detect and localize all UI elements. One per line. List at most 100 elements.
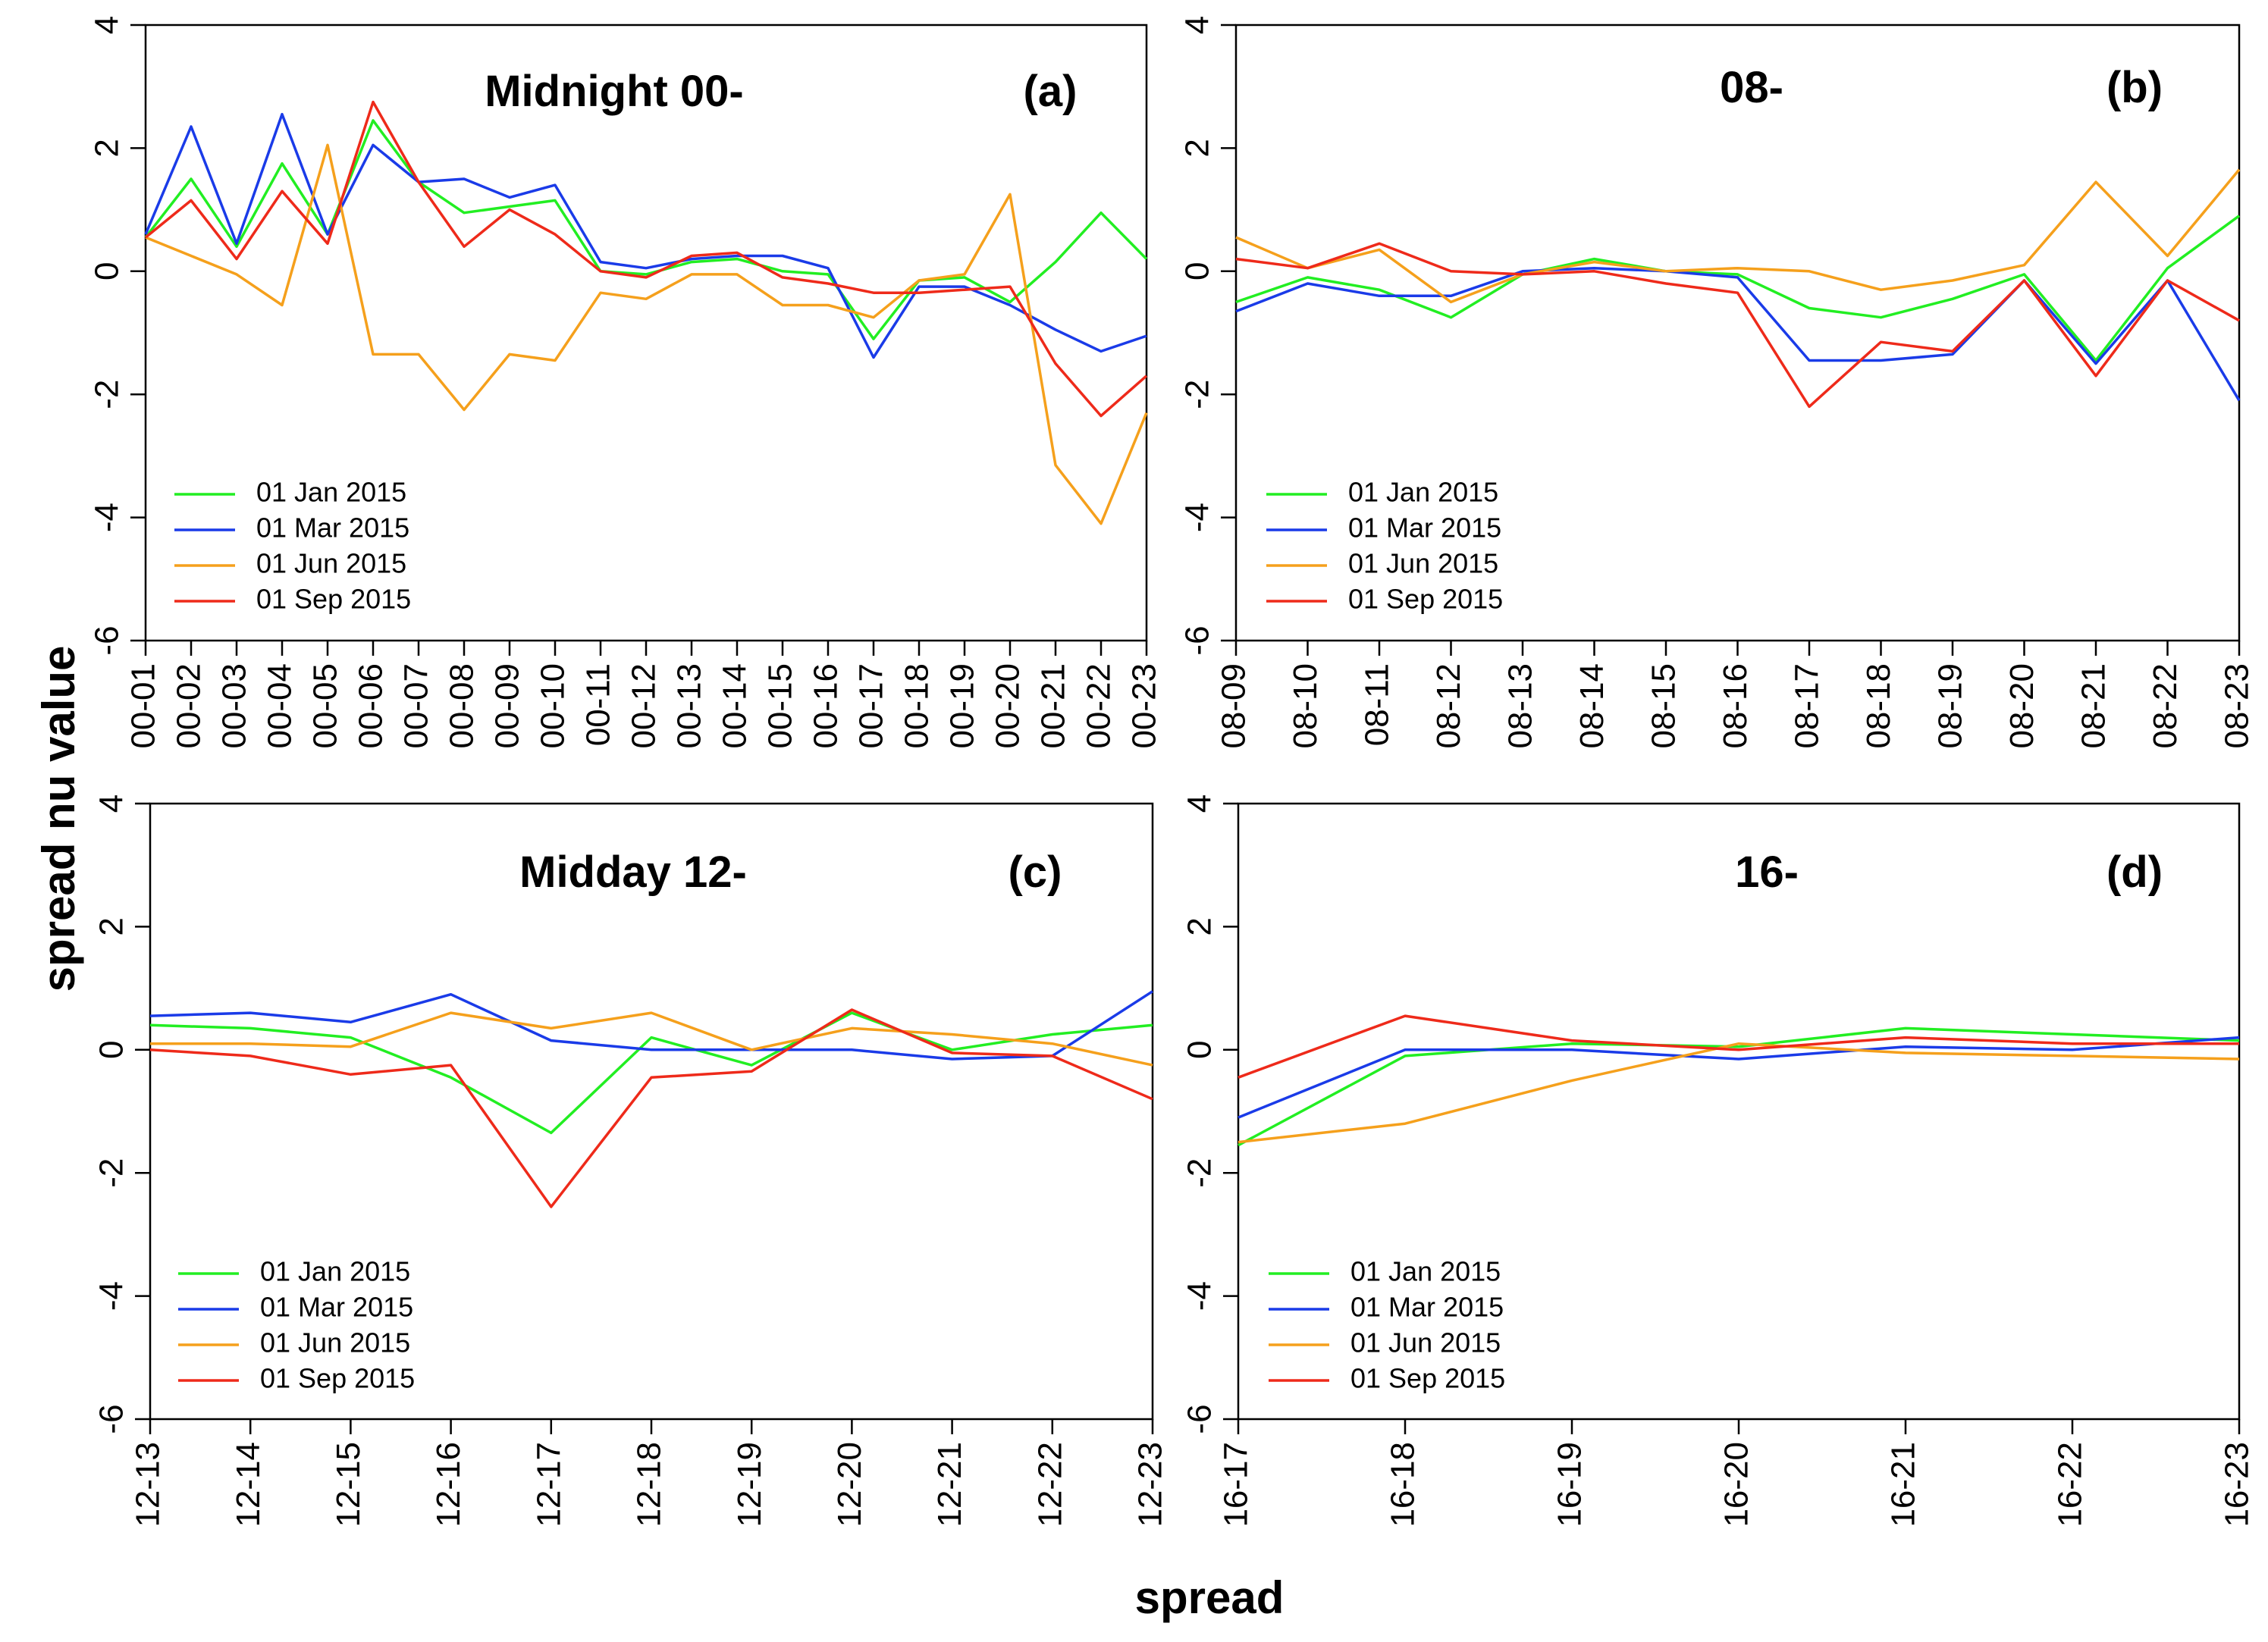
x-tick-label: 00-10 xyxy=(535,663,572,749)
x-tick-label: 12-17 xyxy=(530,1442,567,1528)
legend-label: 01 Mar 2015 xyxy=(1348,512,1501,544)
x-tick-label: 12-16 xyxy=(430,1442,467,1528)
y-tick-label: 4 xyxy=(89,16,126,34)
x-tick-label: 16-18 xyxy=(1385,1442,1422,1528)
x-tick-label: 00-06 xyxy=(353,663,390,749)
series-line-01-sep-2015 xyxy=(144,100,1148,418)
x-tick-label: 16-19 xyxy=(1551,1442,1589,1528)
x-tick-label: 00-05 xyxy=(307,663,344,749)
series-line-01-jan-2015 xyxy=(149,1011,1153,1135)
x-tick-label: 12-22 xyxy=(1031,1442,1068,1528)
x-tick-label: 00-19 xyxy=(944,663,981,749)
x-tick-label: 00-20 xyxy=(990,663,1027,749)
x-tick-label: 00-01 xyxy=(125,663,162,749)
x-tick-label: 08-21 xyxy=(2075,663,2113,749)
y-tick-label: -2 xyxy=(89,380,126,409)
y-tick-label: 0 xyxy=(1181,1041,1219,1059)
y-tick-label: 2 xyxy=(93,917,130,935)
y-tick-label: 0 xyxy=(93,1041,130,1059)
x-tick-label: 12-14 xyxy=(230,1442,267,1528)
y-tick-label: 2 xyxy=(1179,139,1216,157)
x-tick-label: 00-14 xyxy=(717,663,754,749)
y-tick-label: -2 xyxy=(1179,380,1216,409)
x-tick-label: 00-16 xyxy=(808,663,845,749)
x-axis-title: spread xyxy=(1135,1572,1285,1623)
x-tick-label: 08-23 xyxy=(2219,663,2256,749)
y-tick-label: 4 xyxy=(1179,16,1216,34)
x-tick-label: 08-16 xyxy=(1717,663,1754,749)
series-line-01-mar-2015 xyxy=(149,990,1153,1061)
series-line-01-mar-2015 xyxy=(1238,1036,2240,1119)
panel-b: -6 -4 -2 0 2 4 08-09 08-10 08-11 08-12 08-13 08-14 0… xyxy=(1179,16,2256,749)
series-line-01-jun-2015 xyxy=(1238,1042,2240,1144)
legend-label: 01 Jun 2015 xyxy=(256,548,406,579)
x-tick-label: 08-10 xyxy=(1287,663,1324,749)
series-line-01-jun-2015 xyxy=(150,1011,1153,1067)
panel-tag: (d) xyxy=(2106,848,2163,897)
x-tick-label: 12-15 xyxy=(330,1442,367,1528)
x-tick-label: 12-18 xyxy=(631,1442,668,1528)
x-tick-label: 08-13 xyxy=(1502,663,1539,749)
y-tick-label: 2 xyxy=(89,139,126,157)
series-line-01-sep-2015 xyxy=(1238,1014,2239,1079)
x-tick-label: 00-22 xyxy=(1081,663,1118,749)
x-tick-label: 08-14 xyxy=(1573,663,1611,749)
legend-label: 01 Sep 2015 xyxy=(260,1363,415,1394)
y-tick-label: 2 xyxy=(1181,917,1219,935)
x-tick-label: 16-21 xyxy=(1885,1442,1922,1528)
panel-d: -6 -4 -2 0 2 4 16-17 16-18 16-19 16-20 16-21 16-22 1… xyxy=(1181,794,2256,1528)
panel-tag: (a) xyxy=(1024,67,1078,116)
legend-label: 01 Sep 2015 xyxy=(1348,584,1503,615)
legend-label: 01 Jan 2015 xyxy=(1350,1256,1501,1287)
x-tick-label: 00-02 xyxy=(171,663,208,749)
legend-label: 01 Sep 2015 xyxy=(256,584,411,615)
series-line-01-jan-2015 xyxy=(144,119,1148,340)
x-tick-label: 00-12 xyxy=(626,663,663,749)
legend-label: 01 Jan 2015 xyxy=(256,477,406,508)
x-tick-label: 12-23 xyxy=(1132,1442,1169,1528)
legend-label: 01 Mar 2015 xyxy=(260,1292,413,1323)
x-tick-label: 00-23 xyxy=(1126,663,1163,749)
x-tick-label: 00-08 xyxy=(444,663,481,749)
x-tick-label: 00-09 xyxy=(489,663,526,749)
y-tick-label: 0 xyxy=(1179,262,1216,280)
panel-tag: (b) xyxy=(2106,63,2163,112)
y-tick-label: -2 xyxy=(1181,1158,1219,1188)
x-tick-label: 00-17 xyxy=(853,663,890,749)
series-line-01-sep-2015 xyxy=(1235,242,2240,409)
y-tick-label: -6 xyxy=(1181,1404,1219,1434)
panel-c: -6 -4 -2 0 2 4 12-13 12-14 12-15 12-16 12-17 12-18 1… xyxy=(93,794,1169,1528)
x-tick-label: 00-11 xyxy=(580,663,617,746)
y-tick-label: -4 xyxy=(1179,503,1216,532)
x-tick-label: 08-17 xyxy=(1789,663,1826,749)
series-line-01-mar-2015 xyxy=(144,112,1147,359)
legend-label: 01 Mar 2015 xyxy=(1350,1292,1504,1323)
y-tick-label: -4 xyxy=(89,503,126,532)
x-tick-label: 00-04 xyxy=(262,663,299,749)
legend-label: 01 Jan 2015 xyxy=(1348,477,1498,508)
x-tick-label: 00-18 xyxy=(899,663,936,749)
y-tick-label: 4 xyxy=(1181,794,1219,813)
x-tick-label: 16-17 xyxy=(1218,1442,1255,1528)
y-tick-label: 4 xyxy=(93,794,130,813)
x-tick-label: 00-15 xyxy=(762,663,799,749)
panel-tag: (c) xyxy=(1009,848,1062,897)
x-tick-label: 08-15 xyxy=(1645,663,1683,749)
x-tick-label: 12-19 xyxy=(731,1442,768,1528)
x-tick-label: 08-18 xyxy=(1860,663,1897,749)
panel-title: 16- xyxy=(1735,848,1799,897)
x-tick-label: 00-07 xyxy=(398,663,435,749)
x-tick-label: 12-20 xyxy=(831,1442,868,1528)
series-line-01-jan-2015 xyxy=(1238,1026,2240,1147)
x-tick-label: 16-23 xyxy=(2219,1442,2256,1528)
series-line-01-jun-2015 xyxy=(1235,168,2241,304)
y-tick-label: 0 xyxy=(89,262,126,280)
series-line-01-jan-2015 xyxy=(1235,215,2241,362)
legend-label: 01 Sep 2015 xyxy=(1350,1363,1505,1394)
y-tick-label: -6 xyxy=(93,1404,130,1434)
series-line-01-jun-2015 xyxy=(145,143,1148,525)
x-tick-label: 08-20 xyxy=(2003,663,2041,749)
x-tick-label: 16-20 xyxy=(1718,1442,1755,1528)
